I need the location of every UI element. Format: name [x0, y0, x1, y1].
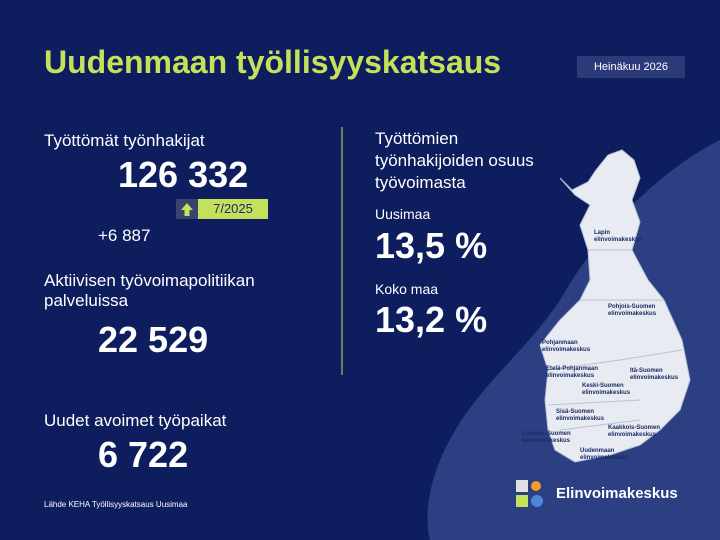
up-arrow [181, 203, 193, 216]
compare-period: 7/2025 [198, 199, 268, 219]
period-badge: Heinäkuu 2026 [577, 56, 685, 78]
metric-label: Työttömät työnhakijat [44, 131, 205, 150]
share-heading: Työttömien työnhakijoiden osuus työvoima… [375, 129, 534, 192]
logo-text: Elinvoimakeskus [556, 485, 678, 502]
map-label: Itä-Suomen elinvoimakeskus [630, 368, 679, 381]
metric-value: 6 722 [98, 434, 189, 475]
region-value: 13,5 % [375, 225, 488, 266]
metric-label: Uudet avoimet työpaikat [44, 411, 227, 430]
metric-value: 126 332 [118, 154, 249, 195]
region-name: Koko maa [375, 281, 439, 297]
metric-change: +6 887 [98, 226, 151, 245]
map-label: Etelä-Pohjanmaan elinvoimakeskus [546, 366, 599, 379]
metric-label: Aktiivisen työvoimapolitiikan palveluiss… [44, 271, 255, 310]
map-label: Sisä-Suomen elinvoimakeskus [556, 409, 605, 422]
map-label: Uudenmaan elinvoimakeskus [580, 448, 629, 461]
source: Lähde KEHA Työllisyyskatsaus Uusimaa [44, 500, 188, 509]
region-borders [547, 249, 683, 431]
logo-icon [516, 480, 543, 507]
map-label: Keski-Suomen elinvoimakeskus [582, 383, 631, 396]
map-label: Lounais-Suomen elinvoimakeskus [522, 431, 571, 444]
region-value: 13,2 % [375, 299, 488, 340]
finland-map [539, 149, 691, 463]
region-name: Uusimaa [375, 206, 431, 222]
metric-value: 22 529 [98, 319, 209, 360]
map-label: Pohjois-Suomen elinvoimakeskus [608, 304, 657, 317]
title: Uudenmaan työllisyyskatsaus [44, 44, 502, 80]
map-label: Kaakkois-Suomen elinvoimakeskus [608, 425, 661, 438]
map-label: Lapin elinvoimakeskus [594, 230, 643, 243]
map-label: Pohjanmaan elinvoimakeskus [542, 340, 591, 353]
